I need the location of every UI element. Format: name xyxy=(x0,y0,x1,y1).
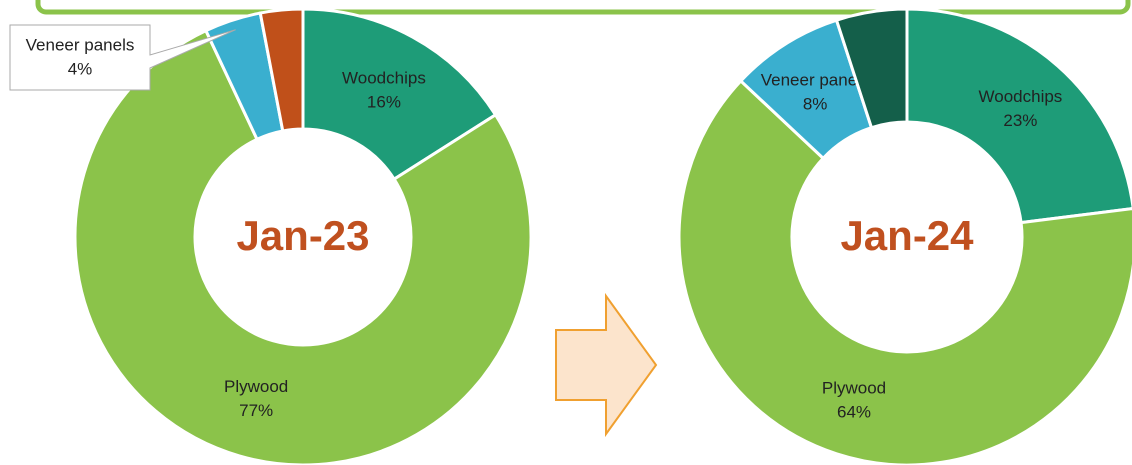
header-frame xyxy=(35,0,1131,15)
arrow xyxy=(555,292,658,438)
segment-label: Veneer panels xyxy=(26,35,135,54)
donut-segment xyxy=(905,7,1132,225)
donut-segment xyxy=(834,7,909,130)
segment-value-label: 23% xyxy=(1003,111,1037,130)
segment-label: Plywood xyxy=(822,379,886,398)
donut-segment xyxy=(677,78,1132,465)
chart-title: Jan-24 xyxy=(840,212,974,259)
segment-value-label: 77% xyxy=(239,401,273,420)
chart-title: Jan-23 xyxy=(236,212,369,259)
segment-value-label: 8% xyxy=(803,95,828,114)
callout-box xyxy=(9,24,236,91)
segment-label: Woodchips xyxy=(342,68,426,87)
segment-label: Plywood xyxy=(224,377,288,396)
segment-label: Veneer panels xyxy=(761,71,870,90)
segment-value-label: 64% xyxy=(837,403,871,422)
donut-segment xyxy=(73,28,533,465)
donut-segment xyxy=(301,7,498,182)
segment-label: Woodchips xyxy=(979,87,1063,106)
segment-value-label: 4% xyxy=(68,59,93,78)
segment-value-label: 16% xyxy=(367,92,401,111)
donut-segment xyxy=(258,7,305,133)
